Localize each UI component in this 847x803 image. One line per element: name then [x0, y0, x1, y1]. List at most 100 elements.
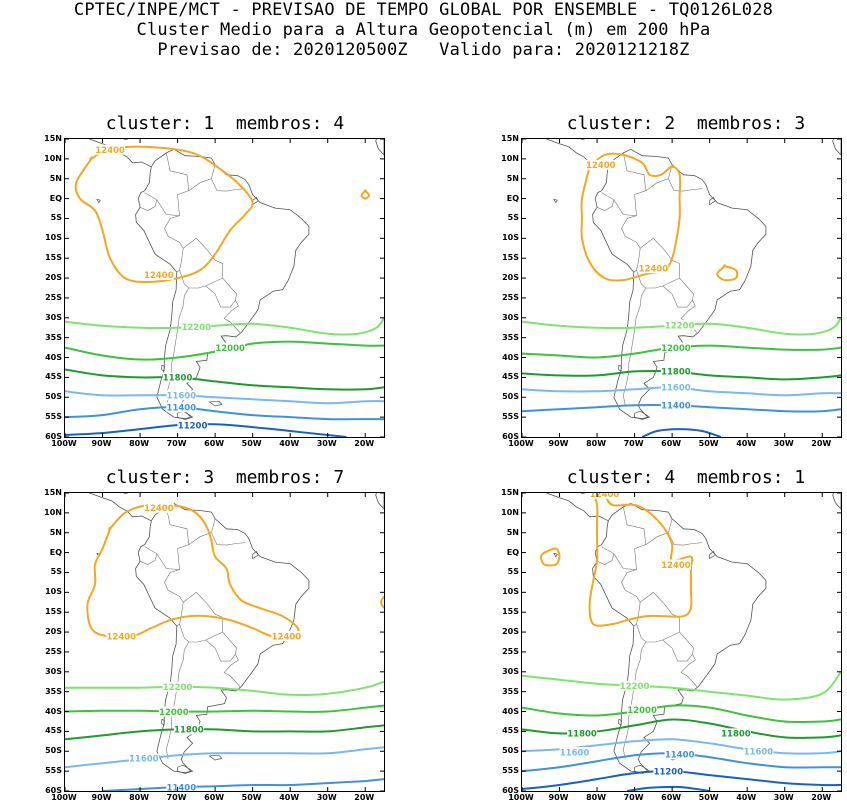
- coastline-africa: [832, 139, 841, 156]
- y-tick-label: 15N: [44, 488, 62, 497]
- x-tick-label: 60W: [204, 439, 225, 448]
- y-tick-label: 5S: [507, 213, 519, 223]
- y-tick-label: 20S: [45, 273, 62, 283]
- island-outline: [618, 365, 622, 372]
- y-tick-label: 5N: [506, 173, 519, 183]
- coastline-africa: [375, 493, 384, 510]
- y-tick-label: 35S: [502, 686, 519, 696]
- x-tick-label: 90W: [548, 793, 569, 802]
- contour-11000: [626, 785, 710, 791]
- country-border: [596, 199, 615, 211]
- y-tick-label: 45S: [502, 372, 519, 382]
- x-tick-label: 100W: [508, 793, 534, 802]
- contour-11200: [641, 428, 722, 437]
- y-tick-label: 5S: [50, 213, 62, 223]
- country-border: [636, 591, 680, 643]
- country-border: [662, 631, 694, 662]
- island-outline: [161, 365, 165, 372]
- contour-12200: [65, 680, 384, 696]
- country-border: [211, 178, 246, 192]
- x-tick-label: 80W: [586, 439, 607, 448]
- contour-label-bg: [95, 144, 126, 155]
- contour-label: 11600: [129, 755, 159, 765]
- contour-label: 12000: [661, 344, 691, 354]
- island-outline: [634, 764, 651, 774]
- y-tick-label: 55S: [45, 766, 62, 776]
- contour-label-bg: [215, 342, 246, 353]
- contour-label: 11400: [665, 751, 695, 761]
- contour-label: 11400: [167, 404, 197, 414]
- contour-label-bg: [166, 390, 197, 401]
- y-tick-label: 30S: [45, 312, 62, 322]
- x-tick-label: 20W: [811, 793, 832, 802]
- y-tick-label: 40S: [45, 706, 62, 716]
- contour-label: 12400: [144, 271, 174, 281]
- contour-label: 11800: [721, 730, 751, 740]
- country-border: [165, 287, 190, 406]
- contour-label-bg: [743, 746, 774, 757]
- country-border: [601, 152, 647, 217]
- contour-label-bg: [660, 559, 691, 570]
- country-border: [662, 277, 694, 308]
- contour-label: 12200: [182, 323, 212, 333]
- island-outline: [634, 410, 651, 420]
- contour-label-bg: [589, 493, 620, 499]
- y-tick-label: 60S: [45, 786, 62, 795]
- y-tick-label: 10S: [502, 587, 519, 597]
- y-tick-label: 10S: [45, 233, 62, 243]
- contour-12200: [522, 671, 841, 701]
- x-tick-label: 20W: [811, 439, 832, 448]
- coastline-south-america: [135, 502, 310, 774]
- island-outline: [208, 754, 223, 761]
- y-tick-label: 25S: [502, 292, 519, 302]
- contour-label: 12400: [661, 561, 691, 571]
- map-svg: 12400 12400 12200 12000 11800 11800 11600 11600…: [522, 493, 841, 791]
- contour-label: 11800: [163, 374, 193, 384]
- country-border: [144, 506, 190, 571]
- x-tick-label: 20W: [354, 793, 375, 802]
- y-tick-label: 10S: [45, 587, 62, 597]
- y-tick-label: 20S: [45, 627, 62, 637]
- map-frame: 12400 12400 12400 12200 12000 11800 11600 11400: [64, 492, 385, 792]
- contour-label: 11200: [178, 421, 208, 431]
- y-tick-label: 60S: [502, 432, 519, 441]
- contour-label-bg: [567, 728, 598, 739]
- contour-12400: [380, 595, 384, 609]
- y-tick-label: 5N: [49, 527, 62, 537]
- country-border: [601, 506, 647, 571]
- coastline-south-america: [592, 148, 767, 420]
- contour-label: 12200: [665, 321, 695, 331]
- y-tick-label: 30S: [502, 312, 519, 322]
- map-svg: 12400 12400 12400 12200 12000 11800 11600 11400: [65, 493, 384, 791]
- panel-title: cluster: 2 membros: 3: [566, 113, 806, 134]
- country-border: [188, 164, 216, 191]
- y-tick-label: 25S: [45, 646, 62, 656]
- map-frame: 12400 12400 12200 12000 11800 11600 11400: [521, 138, 842, 438]
- island-outline: [177, 410, 194, 420]
- contour-label-bg: [559, 747, 590, 758]
- contour-label: 11600: [167, 392, 197, 402]
- y-tick-label: 30S: [45, 666, 62, 676]
- contour-label: 11400: [661, 402, 691, 412]
- y-tick-label: 5N: [506, 527, 519, 537]
- header-line-1: CPTEC/INPE/MCT - PREVISAO DE TEMPO GLOBA…: [73, 0, 774, 20]
- x-tick-label: 60W: [661, 439, 682, 448]
- y-tick-label: 45S: [45, 726, 62, 736]
- country-border: [164, 215, 184, 273]
- contour-12000: [522, 704, 841, 724]
- country-border: [668, 178, 703, 192]
- x-tick-label: 80W: [586, 793, 607, 802]
- island-outline: [177, 764, 194, 774]
- country-border: [139, 199, 158, 211]
- contour-label: 12400: [95, 146, 125, 156]
- country-border: [205, 631, 237, 662]
- contour-label: 12200: [163, 683, 193, 693]
- map-frame: 12400 12400 12200 12000 11800 11600 11400 11200: [64, 138, 385, 438]
- contour-label-bg: [143, 502, 174, 513]
- country-border: [645, 164, 673, 191]
- coastline-central-america: [89, 493, 152, 522]
- map-frame: 12400 12400 12200 12000 11800 11800 11600 11600…: [521, 492, 842, 792]
- y-tick-label: EQ: [49, 193, 62, 203]
- country-border: [164, 569, 184, 627]
- contour-12200: [522, 317, 841, 336]
